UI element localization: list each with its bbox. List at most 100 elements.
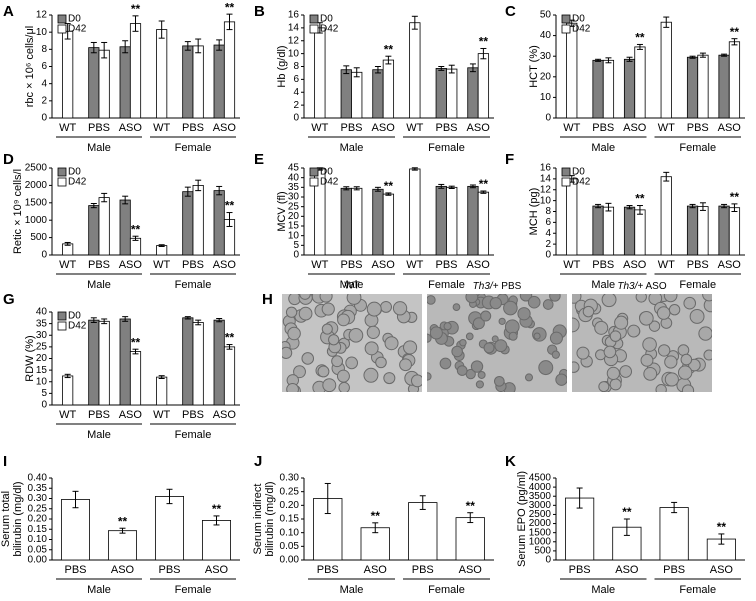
y-tick-label: 40	[288, 172, 300, 183]
cell	[549, 294, 561, 302]
cells	[282, 294, 422, 392]
micrograph-label: WT	[344, 281, 360, 292]
cell	[538, 360, 554, 376]
x-tick-label: PBS	[687, 122, 709, 134]
bar	[728, 207, 741, 256]
cell	[598, 381, 610, 392]
y-tick-label: 2	[545, 239, 551, 250]
y-tick-label: 0	[41, 113, 47, 124]
panel-letter: H	[262, 291, 273, 308]
y-tick-label: 14	[540, 174, 552, 185]
y-tick-label: 6	[293, 74, 299, 85]
bar	[372, 69, 384, 119]
y-tick-label: 2000	[25, 180, 48, 191]
cell	[366, 325, 380, 339]
significance: **	[371, 509, 381, 523]
bar	[108, 530, 138, 561]
bar	[213, 319, 225, 406]
cell	[427, 372, 432, 381]
cell	[594, 320, 609, 335]
y-tick-label: 30	[36, 330, 48, 341]
significance: **	[730, 190, 740, 204]
y-tick-label: 0.00	[28, 555, 48, 566]
cell	[640, 353, 654, 367]
cells	[427, 294, 567, 392]
legend-swatch	[57, 167, 67, 177]
legend-label: D42	[68, 177, 87, 188]
legend-label: D0	[572, 14, 585, 25]
x-tick-label: PBS	[663, 564, 685, 576]
cell	[451, 345, 463, 358]
significance: **	[225, 0, 235, 14]
bar	[119, 199, 131, 256]
genotype: Th3/+	[473, 281, 499, 292]
group-label: Female	[428, 584, 465, 596]
bar	[660, 21, 672, 119]
group-label: Male	[591, 279, 615, 291]
cell	[549, 331, 563, 345]
significance: **	[131, 2, 141, 16]
bar	[213, 190, 225, 256]
group-label: Male	[340, 142, 364, 154]
significance: **	[635, 192, 645, 206]
cell	[319, 294, 333, 303]
x-tick-label: ASO	[111, 564, 135, 576]
legend-label: D0	[68, 311, 81, 322]
x-tick-label: ASO	[718, 122, 742, 134]
x-tick-label: PBS	[340, 259, 362, 271]
bar	[602, 59, 615, 119]
y-tick-label: 1500	[529, 527, 552, 538]
cell	[643, 366, 658, 381]
x-tick-label: PBS	[88, 409, 110, 421]
x-tick-label: PBS	[88, 122, 110, 134]
y-axis-label: bilirubin (mg/dl)	[12, 481, 24, 556]
group-label: Female	[428, 142, 465, 154]
y-axis-label: Serum total	[0, 491, 12, 547]
x-tick-label: ASO	[364, 564, 388, 576]
group-label: Female	[428, 279, 465, 291]
y-axis-label: Retic × 10⁹ cells/l	[12, 169, 24, 254]
significance: **	[131, 335, 141, 349]
bar	[409, 168, 421, 256]
bar	[455, 517, 485, 561]
cell	[336, 369, 350, 383]
cell	[703, 349, 712, 361]
legend-swatch	[57, 177, 67, 187]
x-tick-label: WT	[311, 259, 328, 271]
micrograph-label: Th3/+ ASO	[617, 281, 666, 292]
cell	[427, 295, 436, 305]
bar	[98, 320, 110, 406]
y-tick-label: 35	[36, 318, 48, 329]
significance: **	[479, 177, 489, 191]
cell	[317, 365, 330, 378]
cell	[338, 381, 350, 392]
x-tick-label: ASO	[119, 259, 143, 271]
y-tick-label: 8	[293, 61, 299, 72]
cell	[508, 331, 518, 341]
bar	[129, 351, 142, 406]
y-tick-label: 1000	[25, 215, 48, 226]
x-tick-label: ASO	[467, 122, 491, 134]
group-label: Male	[591, 584, 615, 596]
y-tick-label: 4	[293, 87, 299, 98]
cell	[491, 335, 499, 343]
cell	[524, 373, 533, 382]
x-tick-label: WT	[406, 259, 423, 271]
y-tick-label: 0.20	[28, 514, 48, 525]
y-tick-label: 10	[288, 230, 300, 241]
significance: **	[730, 25, 740, 39]
cell	[337, 313, 350, 327]
y-tick-label: 2000	[529, 518, 552, 529]
group-label: Female	[175, 584, 212, 596]
x-tick-label: WT	[153, 409, 170, 421]
cell	[489, 296, 502, 310]
y-tick-label: 12	[36, 10, 48, 21]
bar	[182, 191, 194, 256]
group-label: Female	[175, 142, 212, 154]
x-tick-label: WT	[59, 259, 76, 271]
cell	[517, 307, 531, 321]
significance: **	[479, 35, 489, 49]
x-tick-label: PBS	[592, 259, 614, 271]
significance: **	[384, 179, 394, 193]
